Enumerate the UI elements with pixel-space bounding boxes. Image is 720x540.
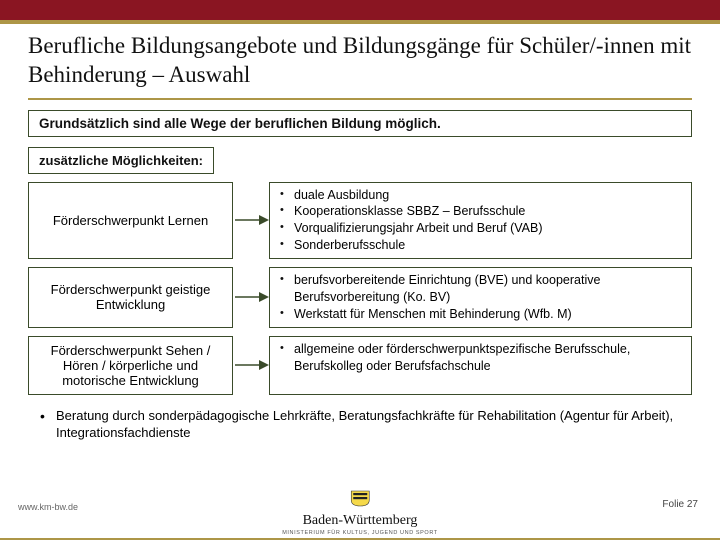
row-label: Förderschwerpunkt Sehen / Hören / körper…: [28, 336, 233, 395]
focus-rows: Förderschwerpunkt Lernen duale Ausbildun…: [28, 182, 692, 395]
footer-url: www.km-bw.de: [18, 502, 78, 512]
row-items: allgemeine oder förderschwerpunktspezifi…: [269, 336, 692, 395]
list-item: Kooperationsklasse SBBZ – Berufsschule: [294, 203, 683, 220]
list-item: Sonderberufsschule: [294, 237, 683, 254]
footer-logo: Baden-Württemberg MINISTERIUM FÜR KULTUS…: [282, 489, 438, 536]
row-items: berufsvorbereitende Einrichtung (BVE) un…: [269, 267, 692, 328]
intro-box: Grundsätzlich sind alle Wege der berufli…: [28, 110, 692, 137]
connector-icon: [233, 336, 269, 395]
header-bar: [0, 0, 720, 20]
subheading-box: zusätzliche Möglichkeiten:: [28, 147, 214, 174]
list-item: Werkstatt für Menschen mit Behinderung (…: [294, 306, 683, 323]
row-lernen: Förderschwerpunkt Lernen duale Ausbildun…: [28, 182, 692, 260]
footnote: Beratung durch sonderpädagogische Lehrkr…: [40, 407, 692, 442]
row-items: duale Ausbildung Kooperationsklasse SBBZ…: [269, 182, 692, 260]
slide-content: Berufliche Bildungsangebote und Bildungs…: [0, 24, 720, 442]
row-geistige: Förderschwerpunkt geistige Entwicklung b…: [28, 267, 692, 328]
footer-subtitle: MINISTERIUM FÜR KULTUS, JUGEND UND SPORT: [282, 530, 438, 536]
footer: www.km-bw.de Folie 27 Baden-Württemberg …: [0, 488, 720, 540]
row-label: Förderschwerpunkt geistige Entwicklung: [28, 267, 233, 328]
row-label: Förderschwerpunkt Lernen: [28, 182, 233, 260]
connector-icon: [233, 267, 269, 328]
list-item: duale Ausbildung: [294, 187, 683, 204]
title-rule: [28, 98, 692, 100]
list-item: Vorqualifizierungsjahr Arbeit und Beruf …: [294, 220, 683, 237]
row-sehen-hoeren: Förderschwerpunkt Sehen / Hören / körper…: [28, 336, 692, 395]
crest-icon: [349, 489, 371, 507]
connector-icon: [233, 182, 269, 260]
list-item: allgemeine oder förderschwerpunktspezifi…: [294, 341, 683, 375]
page-title: Berufliche Bildungsangebote und Bildungs…: [28, 32, 692, 90]
list-item: berufsvorbereitende Einrichtung (BVE) un…: [294, 272, 683, 306]
slide-number: Folie 27: [662, 499, 698, 510]
footer-brand: Baden-Württemberg: [282, 513, 438, 529]
